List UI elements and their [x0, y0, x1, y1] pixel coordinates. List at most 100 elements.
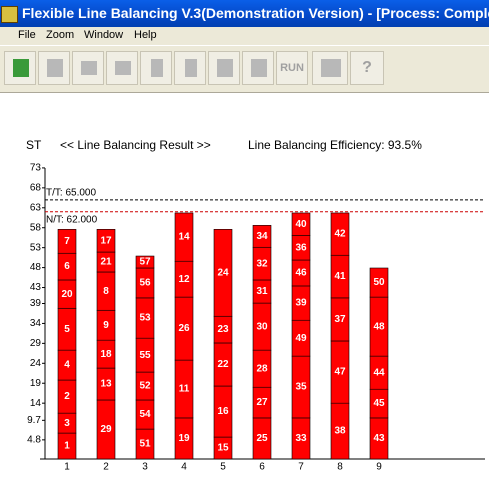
y-axis-label: ST: [26, 138, 42, 152]
segment-label: 33: [295, 433, 307, 444]
segment-label: 40: [295, 219, 307, 230]
y-tick-label: 34: [30, 318, 42, 329]
segment-label: 50: [373, 277, 385, 288]
bar-segment: [369, 267, 389, 298]
x-tick-label: 2: [103, 462, 109, 473]
menu-item[interactable]: Zoom: [46, 29, 75, 41]
segment-label: 22: [217, 359, 229, 370]
chart: ST << Line Balancing Result >> Line Bala…: [26, 138, 485, 473]
outdent-button[interactable]: [106, 51, 138, 85]
exit-button[interactable]: [4, 51, 36, 85]
segment-label: 53: [139, 313, 151, 324]
y-tick-label: 29: [30, 338, 42, 349]
segment-label: 3: [64, 418, 70, 429]
y-tick-label: 73: [30, 163, 42, 174]
app-icon: [1, 6, 18, 23]
segment-label: 39: [295, 298, 307, 309]
x-tick-label: 8: [337, 462, 343, 473]
segment-label: 27: [256, 397, 268, 408]
y-tick-label: 14: [30, 398, 42, 409]
tree-button[interactable]: [140, 51, 172, 85]
indent-button[interactable]: [72, 51, 104, 85]
y-tick-label: 48: [30, 262, 42, 273]
segment-label: 20: [61, 289, 73, 300]
segment-label: 12: [178, 274, 190, 285]
bar-segment: [291, 212, 311, 236]
bar-segment: [174, 212, 194, 262]
chart-button[interactable]: [312, 51, 348, 85]
segment-label: 15: [217, 443, 229, 454]
segment-label: 21: [100, 257, 112, 268]
segment-label: 29: [100, 424, 112, 435]
segment-label: 57: [139, 257, 151, 268]
segment-label: 43: [373, 433, 385, 444]
segment-label: 52: [139, 381, 151, 392]
segment-label: 37: [334, 314, 346, 325]
paste-button[interactable]: [242, 51, 274, 85]
segment-label: 56: [139, 278, 151, 289]
y-tick-label: 43: [30, 282, 42, 293]
delete-button[interactable]: [174, 51, 206, 85]
run-button[interactable]: RUN: [276, 51, 308, 85]
segment-label: 17: [100, 235, 112, 246]
segment-label: 8: [103, 286, 109, 297]
segment-label: 42: [334, 229, 346, 240]
segment-label: 38: [334, 426, 346, 437]
y-tick-label: 24: [30, 358, 42, 369]
segment-label: 16: [217, 406, 229, 417]
segment-label: 49: [295, 333, 307, 344]
menu-item[interactable]: Window: [84, 29, 124, 41]
window-title: Flexible Line Balancing V.3(Demonstratio…: [22, 5, 489, 21]
segment-label: 48: [373, 321, 385, 332]
save-button[interactable]: [38, 51, 70, 85]
chart-subtitle: Line Balancing Efficiency: 93.5%: [248, 138, 422, 152]
segment-label: 14: [178, 232, 190, 243]
reference-label: T/T: 65.000: [46, 187, 96, 198]
menu-item[interactable]: Help: [134, 29, 157, 41]
segment-label: 46: [295, 268, 307, 279]
x-tick-label: 1: [64, 462, 70, 473]
y-tick-label: 4.8: [27, 435, 41, 446]
copy-button[interactable]: [208, 51, 240, 85]
bar-segment: [96, 229, 116, 253]
menu-bar: File Zoom Window Help: [0, 27, 489, 70]
segment-label: 1: [64, 441, 70, 452]
x-tick-label: 7: [298, 462, 304, 473]
bar-segment: [213, 229, 233, 317]
bar-segment: [330, 212, 350, 256]
segment-label: 45: [373, 398, 385, 409]
y-tick-label: 9.7: [27, 415, 41, 426]
x-tick-label: 5: [220, 462, 226, 473]
segment-label: 47: [334, 367, 346, 378]
x-tick-label: 9: [376, 462, 382, 473]
segment-label: 34: [256, 231, 268, 242]
segment-label: 5: [64, 324, 70, 335]
segment-label: 55: [139, 350, 151, 361]
segment-label: 26: [178, 323, 190, 334]
y-tick-label: 63: [30, 202, 42, 213]
x-tick-label: 4: [181, 462, 187, 473]
segment-label: 13: [100, 379, 112, 390]
segment-label: 41: [334, 271, 346, 282]
segment-label: 32: [256, 258, 268, 269]
help-button[interactable]: ?: [350, 51, 384, 85]
segment-label: 28: [256, 363, 268, 374]
toolbar: RUN ?: [0, 45, 489, 93]
segment-label: 30: [256, 321, 268, 332]
segment-label: 11: [179, 384, 190, 395]
segment-label: 23: [217, 324, 229, 335]
segment-label: 24: [217, 267, 229, 278]
y-tick-label: 39: [30, 298, 42, 309]
segment-label: 6: [64, 261, 70, 272]
segment-label: 2: [64, 391, 70, 402]
y-tick-label: 19: [30, 378, 42, 389]
segment-label: 4: [64, 360, 70, 371]
segment-label: 9: [103, 320, 109, 331]
reference-label: N/T: 62.000: [46, 214, 98, 225]
x-tick-label: 3: [142, 462, 148, 473]
y-tick-label: 68: [30, 182, 42, 193]
x-tick-label: 6: [259, 462, 265, 473]
menu-item[interactable]: File: [18, 29, 36, 41]
segment-label: 7: [64, 236, 70, 247]
